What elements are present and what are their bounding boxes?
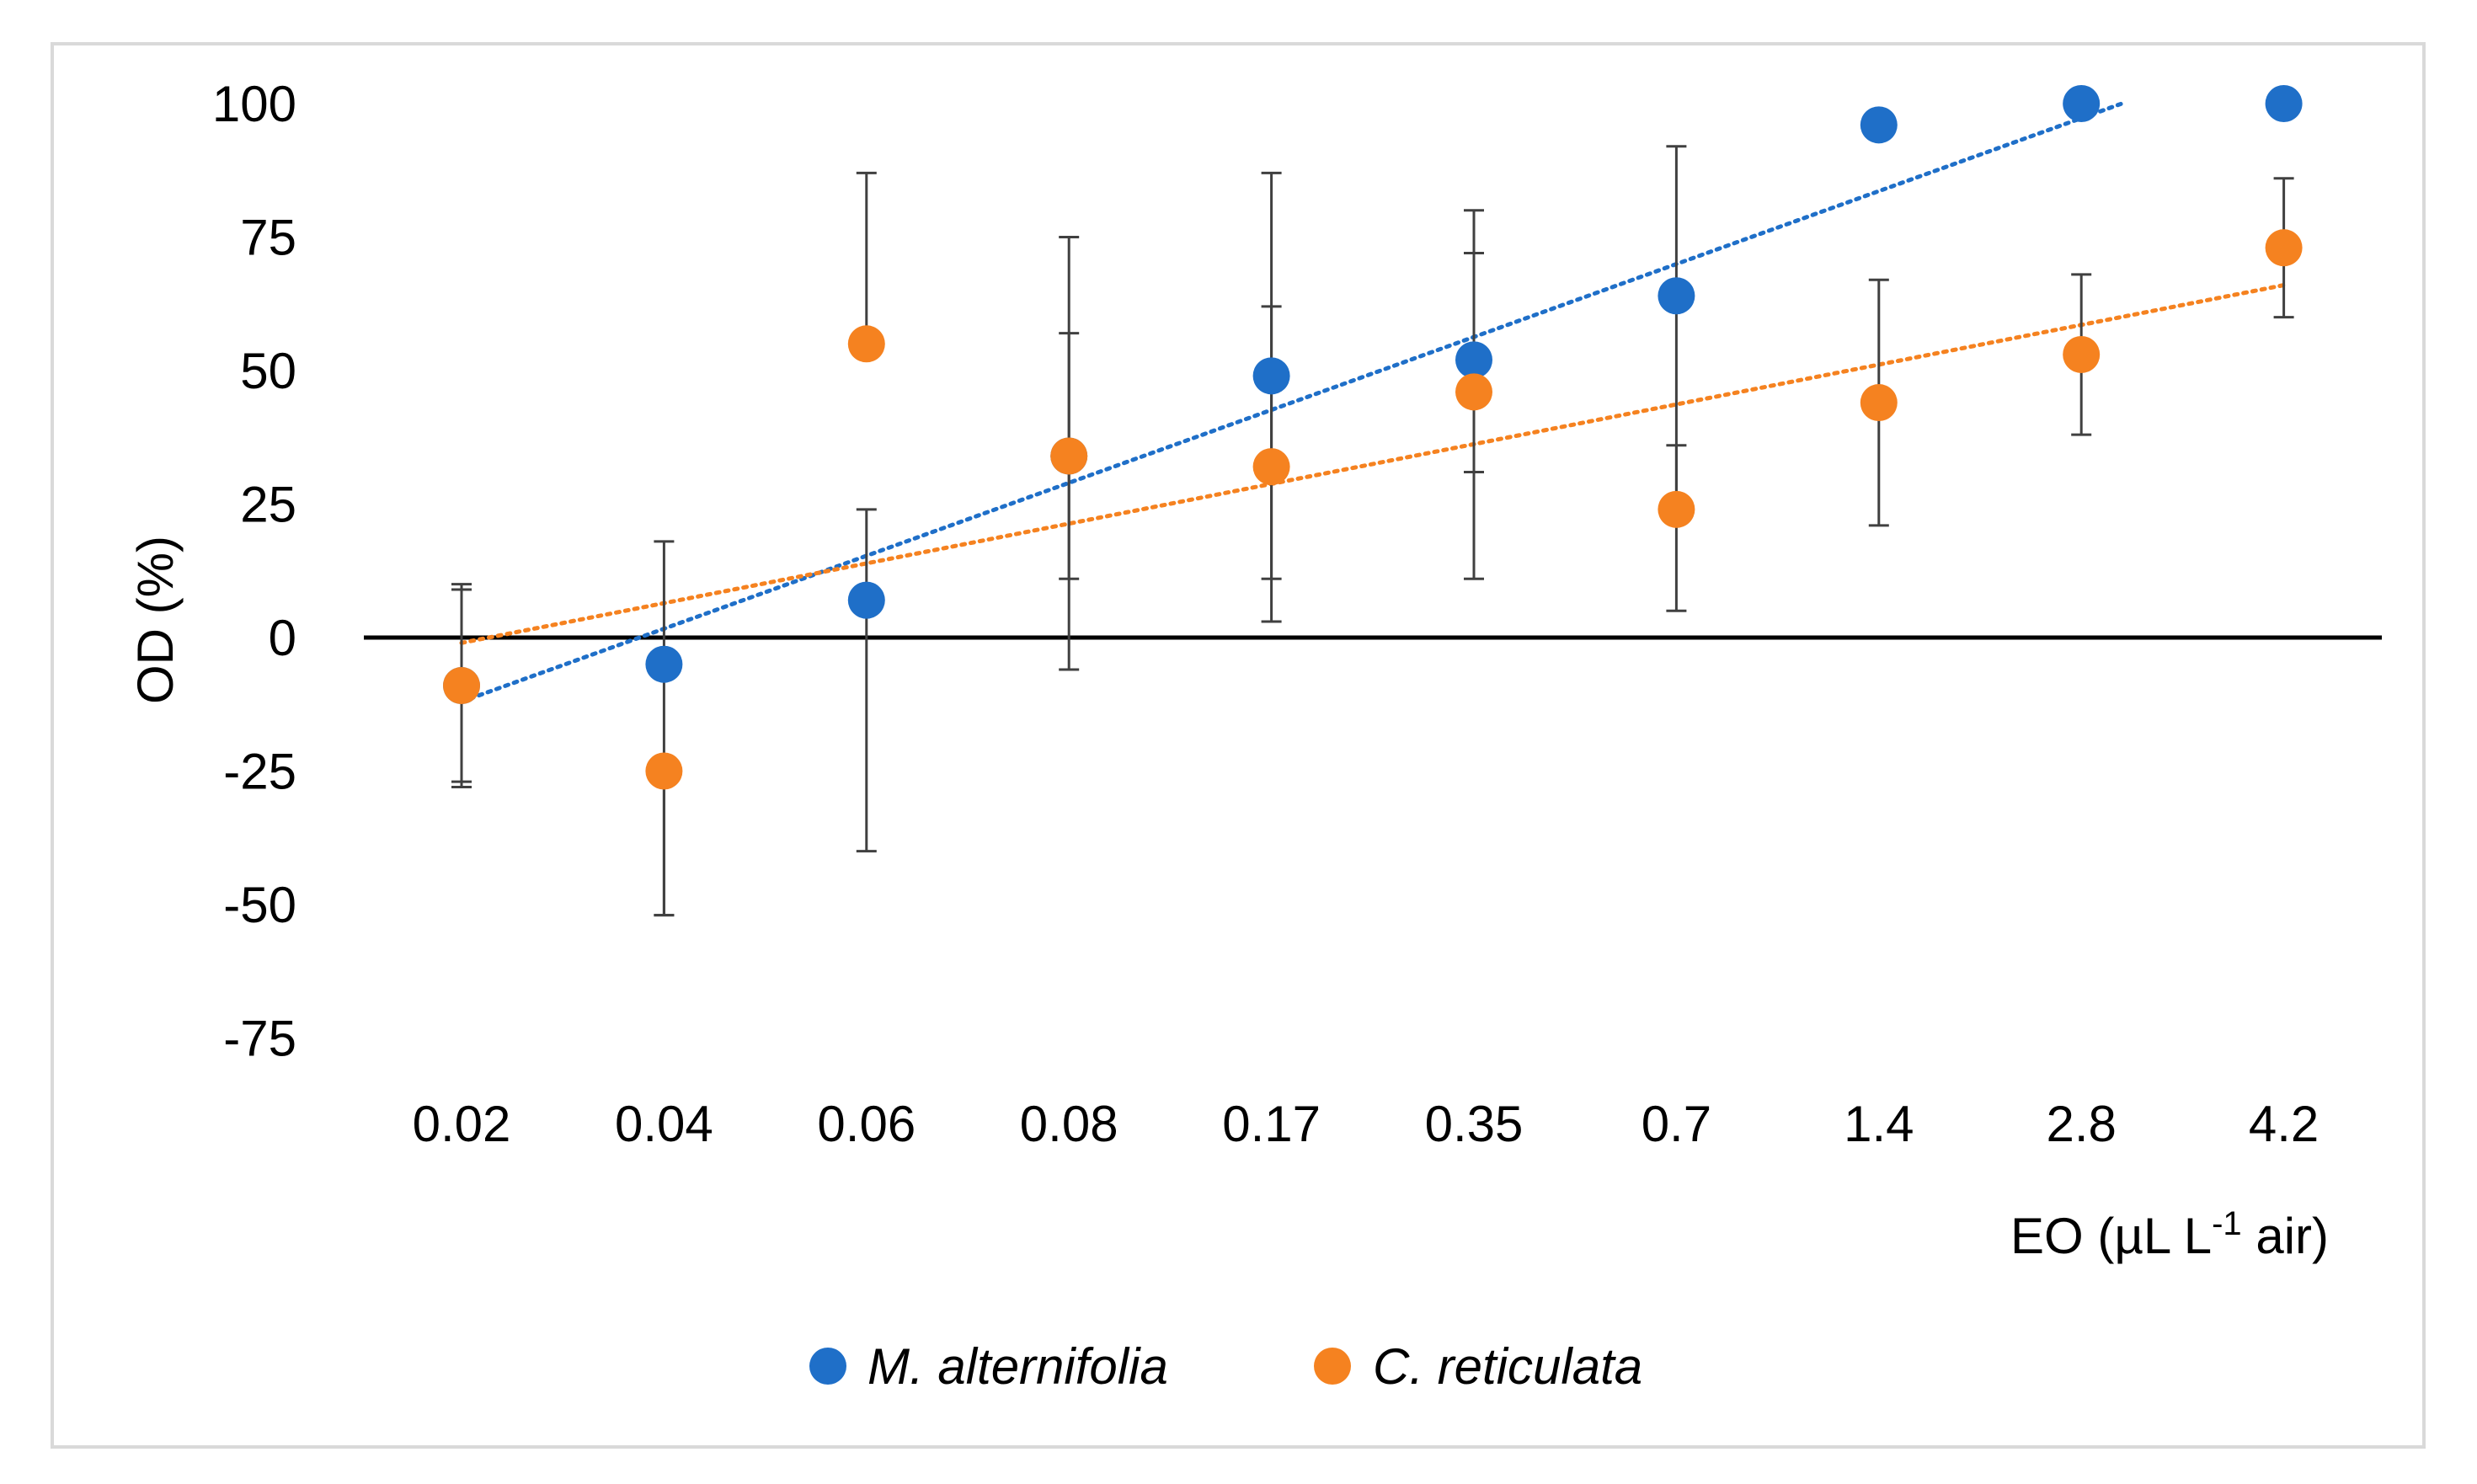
trendlines (459, 101, 2287, 704)
point-c-reticulata (1252, 448, 1290, 486)
x-tick-label: 0.06 (817, 1096, 916, 1152)
y-tick-label: 0 (269, 610, 296, 666)
point-m-alternifolia (1658, 277, 1695, 315)
legend-label-c-reticulata: C. reticulata (1373, 1338, 1642, 1395)
x-tick-label: 4.2 (2249, 1096, 2319, 1152)
legend-marker-c-reticulata (1314, 1348, 1351, 1385)
trendline-m-alternifolia (459, 101, 2124, 704)
point-m-alternifolia (1252, 357, 1290, 395)
point-c-reticulata (443, 667, 480, 705)
chart-frame (51, 42, 2426, 1449)
x-tick-label: 0.35 (1425, 1096, 1524, 1152)
point-c-reticulata (1455, 373, 1492, 411)
x-tick-label: 0.08 (1020, 1096, 1118, 1152)
data-points (443, 85, 2303, 790)
point-m-alternifolia (2063, 85, 2101, 122)
point-m-alternifolia (1455, 341, 1492, 379)
x-axis-title-main: EO (µL L (2010, 1208, 2212, 1264)
point-c-reticulata (847, 325, 885, 363)
point-c-reticulata (1050, 437, 1088, 475)
y-tick-label: -50 (223, 877, 296, 933)
y-tick-label: 25 (240, 477, 296, 533)
x-tick-label: 0.17 (1222, 1096, 1321, 1152)
legend-marker-m-alternifolia (809, 1348, 846, 1385)
y-tick-label: 75 (240, 210, 296, 266)
point-c-reticulata (1860, 384, 1898, 422)
error-bar (1059, 236, 1080, 580)
x-axis-ticks: 0.02 0.04 0.06 0.08 0.17 0.35 0.7 1.4 2.8 4.2 (413, 1096, 2320, 1152)
legend: M. alternifolia C. reticulata (809, 1338, 1642, 1395)
point-m-alternifolia (847, 581, 885, 619)
x-axis-title-superscript: -1 (2212, 1205, 2242, 1242)
trendline-c-reticulata (459, 283, 2287, 645)
y-tick-label: 100 (212, 76, 296, 132)
point-c-reticulata (2063, 335, 2101, 373)
y-tick-label: -25 (223, 744, 296, 800)
y-tick-label: -75 (223, 1011, 296, 1067)
point-m-alternifolia (645, 645, 683, 683)
legend-label-m-alternifolia: M. alternifolia (867, 1338, 1168, 1395)
point-m-alternifolia (1860, 106, 1898, 144)
error-bar (1666, 145, 1687, 612)
x-axis-title: EO (µL L-1 air) (2010, 1205, 2329, 1264)
error-bar (856, 171, 877, 344)
error-bar (856, 508, 877, 853)
point-m-alternifolia (2265, 85, 2303, 122)
x-tick-label: 0.04 (615, 1096, 713, 1152)
x-tick-label: 2.8 (2046, 1096, 2116, 1152)
error-bars (451, 145, 2294, 917)
x-tick-label: 0.7 (1642, 1096, 1711, 1152)
x-tick-label: 1.4 (1844, 1096, 1914, 1152)
point-c-reticulata (1658, 490, 1695, 528)
x-tick-label: 0.02 (413, 1096, 511, 1152)
point-c-reticulata (645, 752, 683, 790)
y-tick-label: 50 (240, 343, 296, 399)
error-bar (1464, 209, 1484, 473)
point-c-reticulata (2265, 229, 2303, 267)
y-axis-ticks: 100 75 50 25 0 -25 -50 -75 (212, 76, 296, 1067)
error-bar (654, 771, 675, 917)
y-axis-title: OD (%) (127, 536, 184, 704)
x-axis-title-suffix: air) (2242, 1208, 2329, 1264)
